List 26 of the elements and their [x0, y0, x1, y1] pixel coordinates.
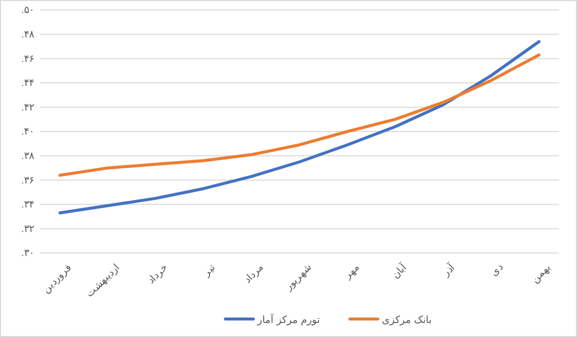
y-tick-label: .۴۲ — [21, 102, 34, 114]
x-tick-label: مهر — [342, 262, 362, 282]
y-tick-label: .۳۸ — [21, 151, 35, 162]
y-tick-label: .۴۶ — [21, 54, 34, 65]
y-tick-label: .۳۶ — [21, 175, 34, 186]
x-tick-label: آذر — [438, 260, 458, 280]
line-series — [58, 53, 540, 177]
x-tick-label: شهریور — [282, 262, 314, 294]
y-tick-label: .۳۰ — [21, 248, 34, 260]
y-tick-label: .۳۴ — [21, 200, 34, 211]
x-tick-label: اردیبهشت — [84, 262, 122, 300]
x-tick-label: خرداد — [146, 262, 170, 286]
x-tick-label: تیر — [200, 262, 218, 280]
y-tick-label: .۵۰ — [21, 5, 34, 16]
x-tick-label: بهمن — [530, 262, 554, 286]
y-tick-label: .۴۸ — [21, 30, 35, 40]
legend-label: تورم مرکز آمار — [256, 313, 320, 326]
x-tick-label: فروردین — [40, 262, 74, 296]
x-tick-label: دی — [488, 262, 506, 278]
y-tick-label: .۳۲ — [21, 224, 34, 235]
line-series — [58, 40, 540, 214]
y-tick-label: .۴۴ — [21, 78, 34, 90]
legend-label: بانک مرکزی — [382, 315, 432, 326]
x-tick-label: آبان — [388, 260, 410, 282]
y-tick-label: .۴۰ — [21, 126, 34, 138]
x-tick-label: مرداد — [242, 262, 266, 286]
